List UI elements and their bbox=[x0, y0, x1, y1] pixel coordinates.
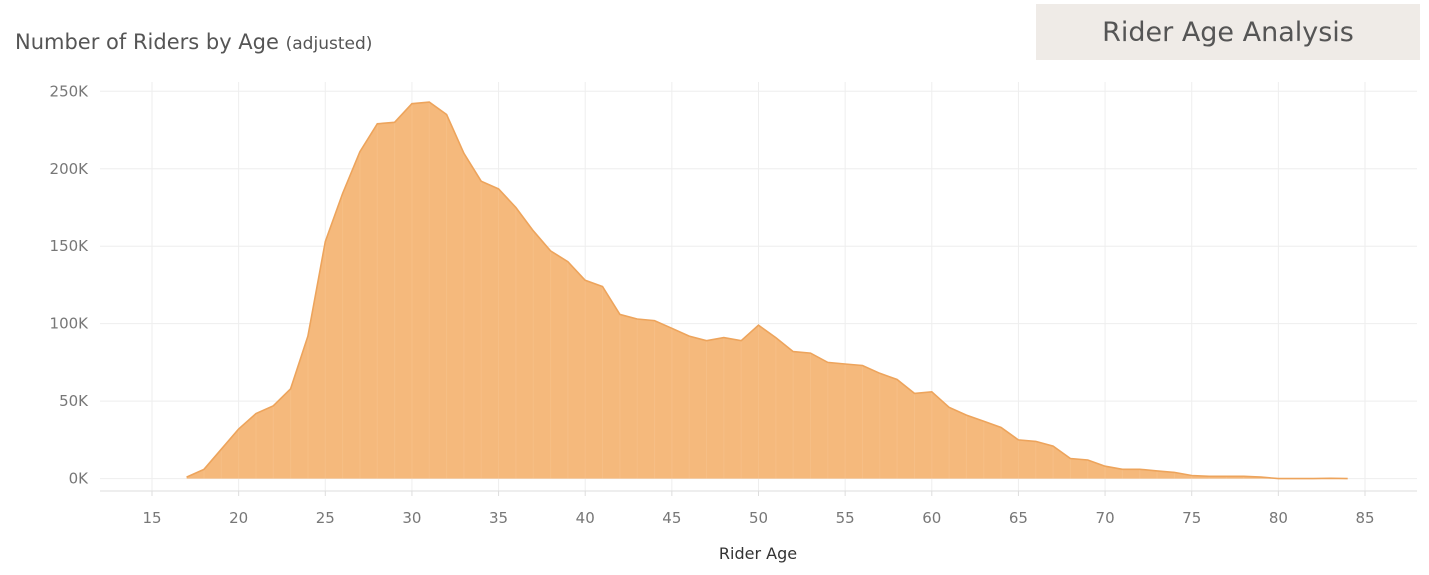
dashboard-title: Rider Age Analysis bbox=[1102, 16, 1354, 48]
y-tick-label: 50K bbox=[59, 392, 89, 410]
x-tick-label: 80 bbox=[1269, 509, 1288, 527]
x-tick-label: 25 bbox=[316, 509, 335, 527]
x-tick-label: 15 bbox=[142, 509, 161, 527]
dashboard-header: Rider Age Analysis bbox=[1036, 4, 1420, 60]
x-tick-label: 35 bbox=[489, 509, 508, 527]
y-tick-label: 250K bbox=[50, 82, 90, 100]
y-tick-label: 100K bbox=[50, 315, 90, 333]
x-tick-label: 65 bbox=[1009, 509, 1028, 527]
chart-marks bbox=[186, 101, 1348, 480]
y-tick-label: 150K bbox=[50, 237, 90, 255]
x-tick-label: 20 bbox=[229, 509, 248, 527]
x-tick-label: 50 bbox=[749, 509, 768, 527]
x-tick-label: 30 bbox=[402, 509, 421, 527]
x-tick-label: 60 bbox=[922, 509, 941, 527]
area-fill bbox=[186, 102, 1348, 479]
y-tick-label: 0K bbox=[69, 470, 90, 488]
chart-title-main: Number of Riders by Age bbox=[15, 30, 279, 54]
y-tick-label: 200K bbox=[50, 160, 90, 178]
chart-subtitle: (adjusted) bbox=[285, 34, 373, 54]
area-line bbox=[186, 101, 1348, 480]
x-tick-label: 75 bbox=[1182, 509, 1201, 527]
x-tick-label: 55 bbox=[836, 509, 855, 527]
x-axis-label: Rider Age bbox=[719, 544, 797, 563]
chart-title: Number of Riders by Age (adjusted) bbox=[15, 30, 372, 54]
x-tick-label: 40 bbox=[576, 509, 595, 527]
x-tick-label: 85 bbox=[1355, 509, 1374, 527]
x-tick-label: 45 bbox=[662, 509, 681, 527]
axes: 0K 50K 100K 150K 200K 250K 15 20 25 30 35 40 45 50 55 6… bbox=[50, 82, 1417, 527]
x-tick-label: 70 bbox=[1096, 509, 1115, 527]
